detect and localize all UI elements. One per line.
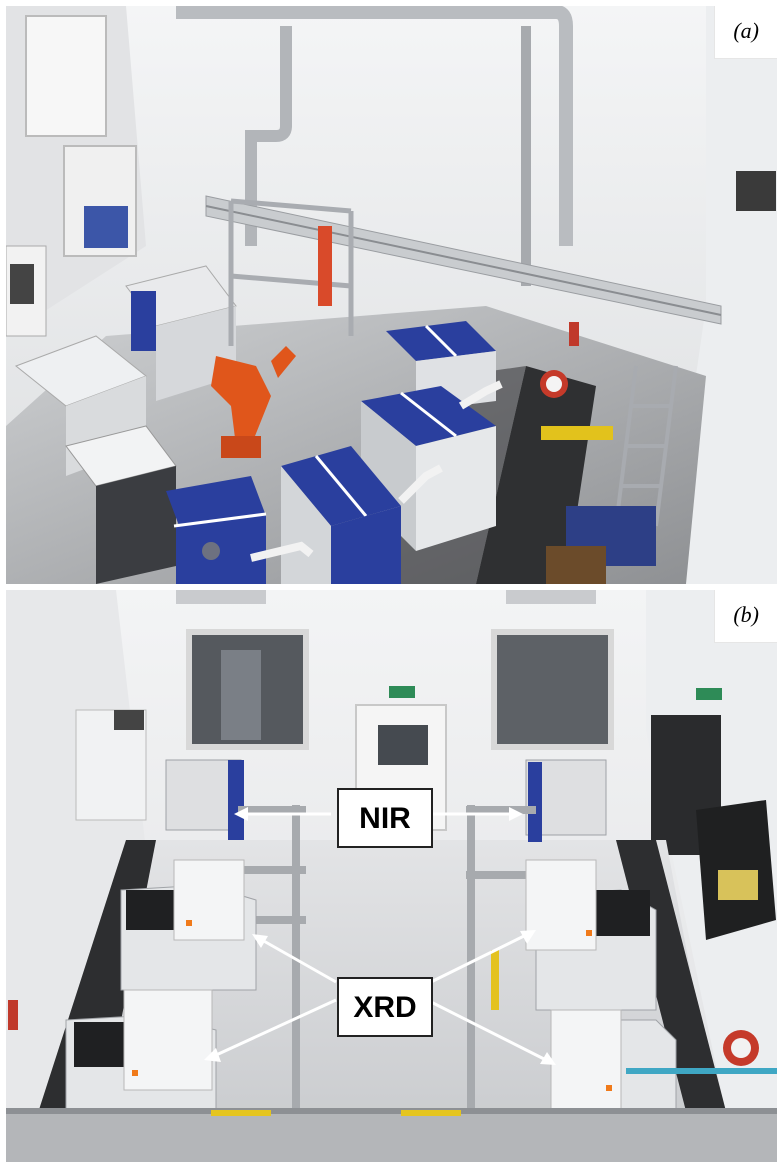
xrd-arrow-upper-left xyxy=(261,938,337,984)
photo-a-lab-overview xyxy=(6,6,777,584)
robot-arm xyxy=(211,346,296,458)
xrd-instruments xyxy=(65,859,677,1131)
panel-b-label: (b) xyxy=(714,590,777,643)
nir-instruments xyxy=(165,759,607,842)
nir-callout-label: NIR xyxy=(337,788,433,848)
xrd-arrow-lower-right xyxy=(430,1000,547,1062)
photo-panel-b: (b) NIR XRD xyxy=(6,590,777,1162)
xrd-arrow-upper-right xyxy=(430,933,527,984)
photo-b-instrument-layout xyxy=(6,590,777,1162)
photo-panel-a: (a) xyxy=(6,6,777,584)
xrd-arrow-lower-left xyxy=(213,998,337,1058)
annotation-arrows xyxy=(204,807,556,1065)
xrd-callout-label: XRD xyxy=(337,977,433,1037)
left-cabinets xyxy=(15,265,237,584)
panel-a-label: (a) xyxy=(714,6,777,59)
blue-cabinets xyxy=(166,321,496,584)
